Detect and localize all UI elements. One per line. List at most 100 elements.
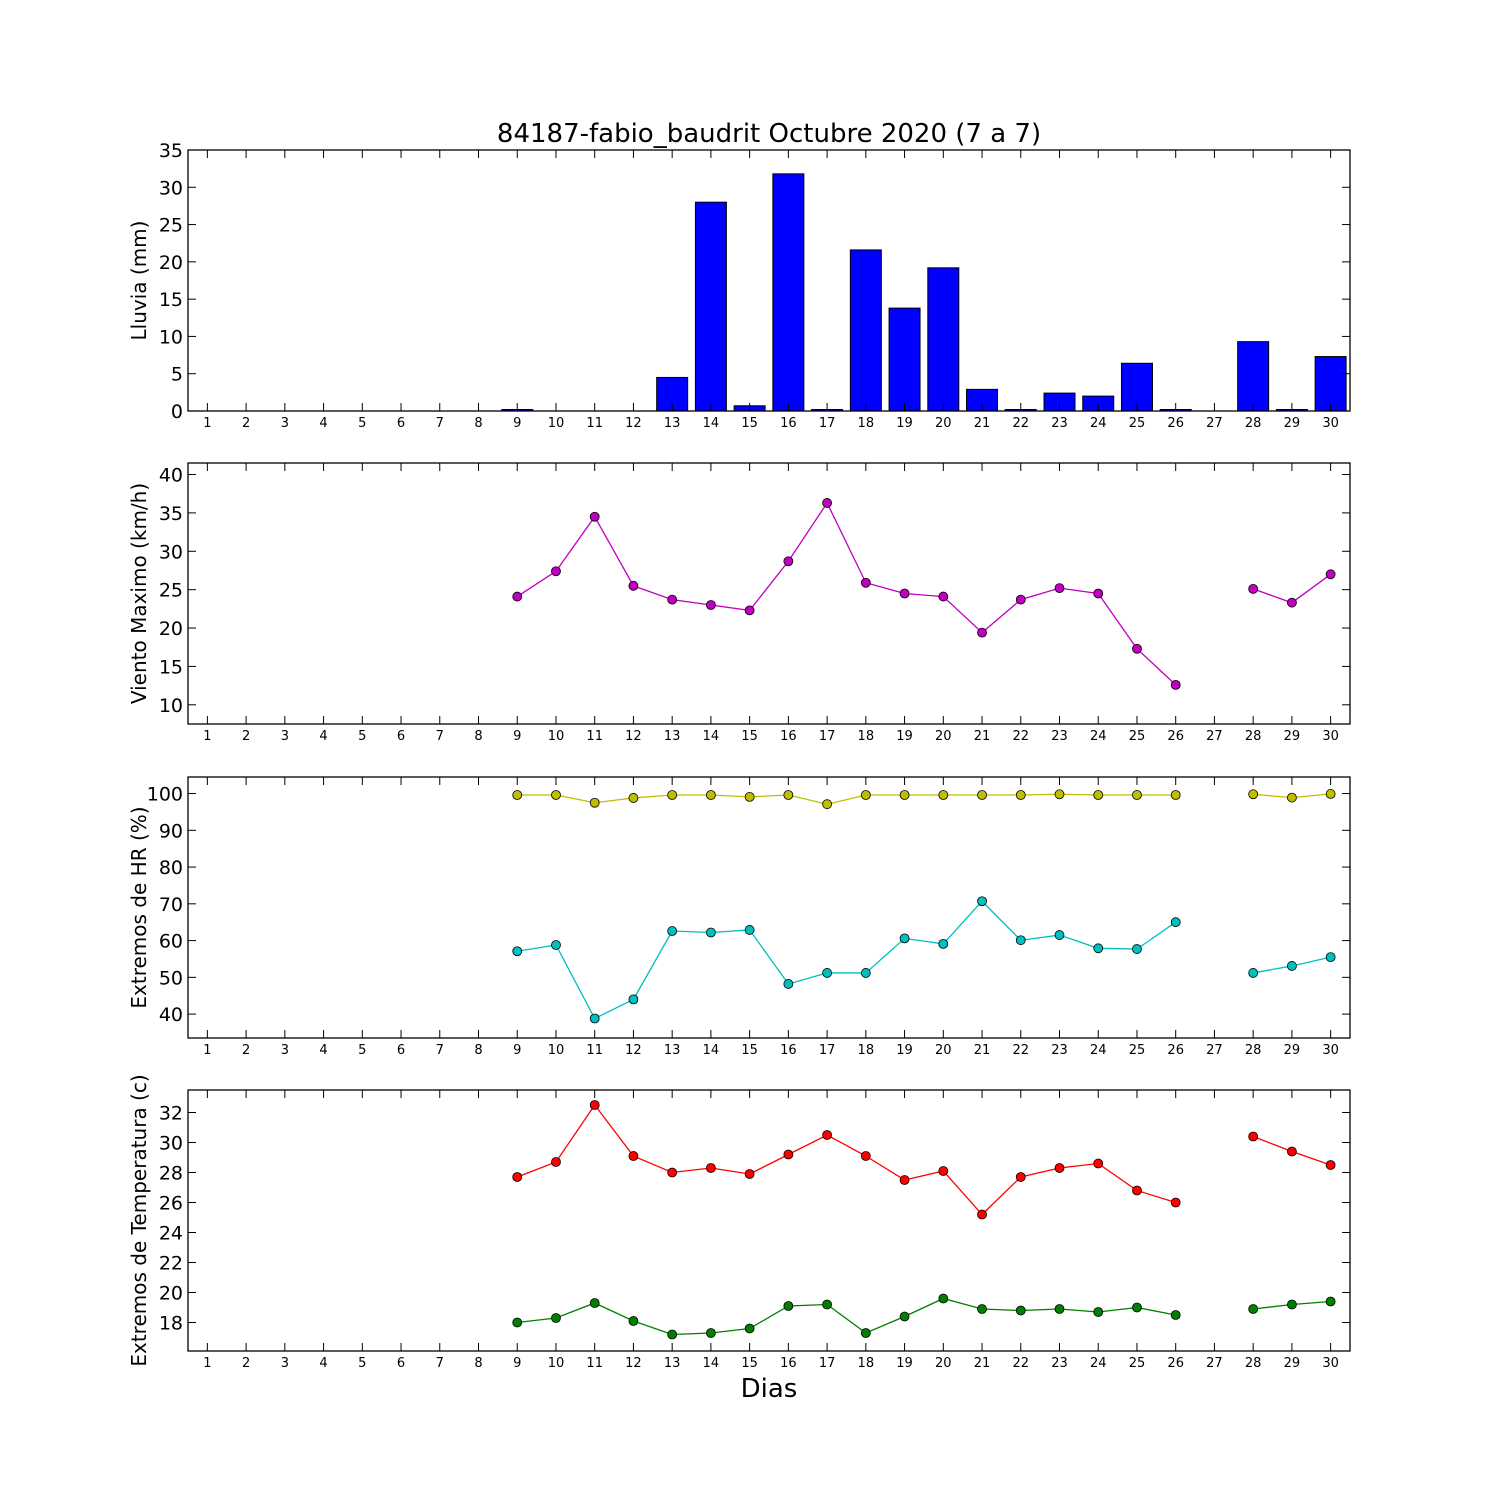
- x-tick-label: 24: [1090, 416, 1107, 431]
- x-tick-label: 19: [896, 416, 913, 431]
- data-point-day-18: [860, 790, 871, 800]
- axes-frame: [187, 149, 1351, 412]
- x-tick-label: 29: [1284, 1356, 1301, 1371]
- data-point-day-20: [938, 1293, 949, 1304]
- data-point-day-20: [938, 1166, 949, 1176]
- x-tick-label: 6: [397, 416, 405, 431]
- x-tick-label: 5: [358, 729, 366, 744]
- y-tick-label: 90: [159, 820, 183, 842]
- x-tick-label: 18: [858, 416, 875, 431]
- series-2: [512, 896, 1336, 1024]
- y-tick-label: 5: [171, 364, 183, 386]
- x-tick-label: 9: [513, 1356, 521, 1371]
- data-point-day-13: [667, 1329, 678, 1340]
- x-tick-label: 26: [1167, 1356, 1184, 1371]
- x-tick-label: 12: [625, 729, 642, 744]
- y-tick-label: 60: [159, 931, 183, 953]
- x-tick-label: 6: [397, 1356, 405, 1371]
- x-tick-label: 6: [397, 729, 405, 744]
- x-tick-label: 9: [513, 416, 521, 431]
- data-point-day-28: [1248, 1131, 1259, 1142]
- y-tick-label: 80: [159, 857, 183, 879]
- x-tick-label: 3: [281, 1356, 289, 1371]
- x-tick-label: 25: [1129, 729, 1146, 744]
- x-tick-label: 22: [1012, 1043, 1029, 1058]
- x-tick-label: 5: [358, 1356, 366, 1371]
- data-point-day-19: [899, 1311, 910, 1322]
- series-1: [512, 498, 1336, 690]
- x-tick-label: 1: [203, 1043, 211, 1058]
- data-point-day-18: [860, 1328, 871, 1338]
- x-tick-label: 21: [974, 729, 991, 744]
- x-tick-label: 13: [664, 1356, 681, 1371]
- data-point-day-25: [1132, 643, 1142, 654]
- data-point-day-11: [589, 511, 600, 522]
- data-point-day-22: [1015, 594, 1026, 605]
- data-point-day-16: [783, 1149, 794, 1160]
- x-tick-label: 15: [741, 416, 758, 431]
- data-point-day-21: [977, 1304, 987, 1314]
- y-tick-label: 35: [159, 140, 183, 162]
- x-tick-label: 25: [1129, 416, 1146, 431]
- x-tick-label: 27: [1206, 1356, 1223, 1371]
- x-tick-label: 5: [358, 416, 366, 431]
- data-point-day-25: [1132, 1302, 1142, 1313]
- data-point-day-30: [1325, 1160, 1336, 1170]
- data-point-day-29: [1287, 792, 1297, 803]
- x-tick-label: 25: [1129, 1356, 1146, 1371]
- x-tick-label: 24: [1090, 1043, 1107, 1058]
- data-point-day-30: [1325, 569, 1336, 580]
- data-point-day-16: [783, 979, 794, 989]
- data-point-day-21: [977, 627, 987, 638]
- y-tick-label: 20: [159, 618, 183, 640]
- chart-title: 84187-fabio_baudrit Octubre 2020 (7 a 7): [497, 119, 1041, 149]
- data-point-day-19: [899, 933, 910, 944]
- x-tick-label: 25: [1129, 1043, 1146, 1058]
- x-tick-label: 9: [513, 1043, 521, 1058]
- x-tick-label: 1: [203, 416, 211, 431]
- x-tick-label: 17: [819, 1356, 836, 1371]
- data-point-day-17: [822, 498, 832, 508]
- x-tick-label: 15: [741, 1043, 758, 1058]
- data-point-day-12: [628, 1316, 639, 1326]
- data-point-day-19: [899, 588, 910, 599]
- series-2: [512, 1293, 1336, 1340]
- x-tick-label: 4: [319, 729, 327, 744]
- data-point-day-10: [551, 1157, 561, 1167]
- data-point-day-20: [938, 591, 949, 602]
- x-tick-label: 7: [436, 416, 444, 431]
- data-point-day-28: [1248, 789, 1259, 800]
- data-point-day-11: [589, 1100, 600, 1110]
- y-tick-label: 100: [147, 784, 183, 806]
- data-point-day-23: [1054, 1163, 1065, 1173]
- data-point-day-13: [667, 790, 678, 800]
- data-point-day-22: [1015, 790, 1026, 800]
- y-tick-label: 30: [159, 1133, 183, 1155]
- data-point-day-10: [551, 566, 561, 577]
- x-tick-label: 19: [896, 1043, 913, 1058]
- axes-frame: [187, 462, 1351, 725]
- bar-day-14: [694, 201, 727, 412]
- x-tick-label: 4: [319, 416, 327, 431]
- bar-day-13: [656, 376, 689, 412]
- x-tick-label: 16: [780, 1356, 797, 1371]
- x-tick-label: 10: [548, 1043, 565, 1058]
- x-tick-label: 5: [358, 1043, 366, 1058]
- data-point-day-15: [744, 1323, 755, 1334]
- data-point-day-21: [977, 1209, 987, 1220]
- x-tick-label: 10: [548, 1356, 565, 1371]
- y-tick-label: 32: [159, 1103, 183, 1125]
- x-axis-label: Dias: [741, 1374, 798, 1404]
- data-point-day-26: [1170, 790, 1181, 800]
- x-tick-label: 4: [319, 1043, 327, 1058]
- x-tick-label: 23: [1051, 1356, 1068, 1371]
- y-tick-label: 40: [159, 465, 183, 487]
- series-1: [512, 789, 1336, 810]
- x-tick-label: 21: [974, 416, 991, 431]
- x-tick-label: 18: [858, 729, 875, 744]
- plot-area: [512, 789, 1336, 1024]
- data-point-day-15: [744, 791, 755, 802]
- x-tick-label: 27: [1206, 729, 1223, 744]
